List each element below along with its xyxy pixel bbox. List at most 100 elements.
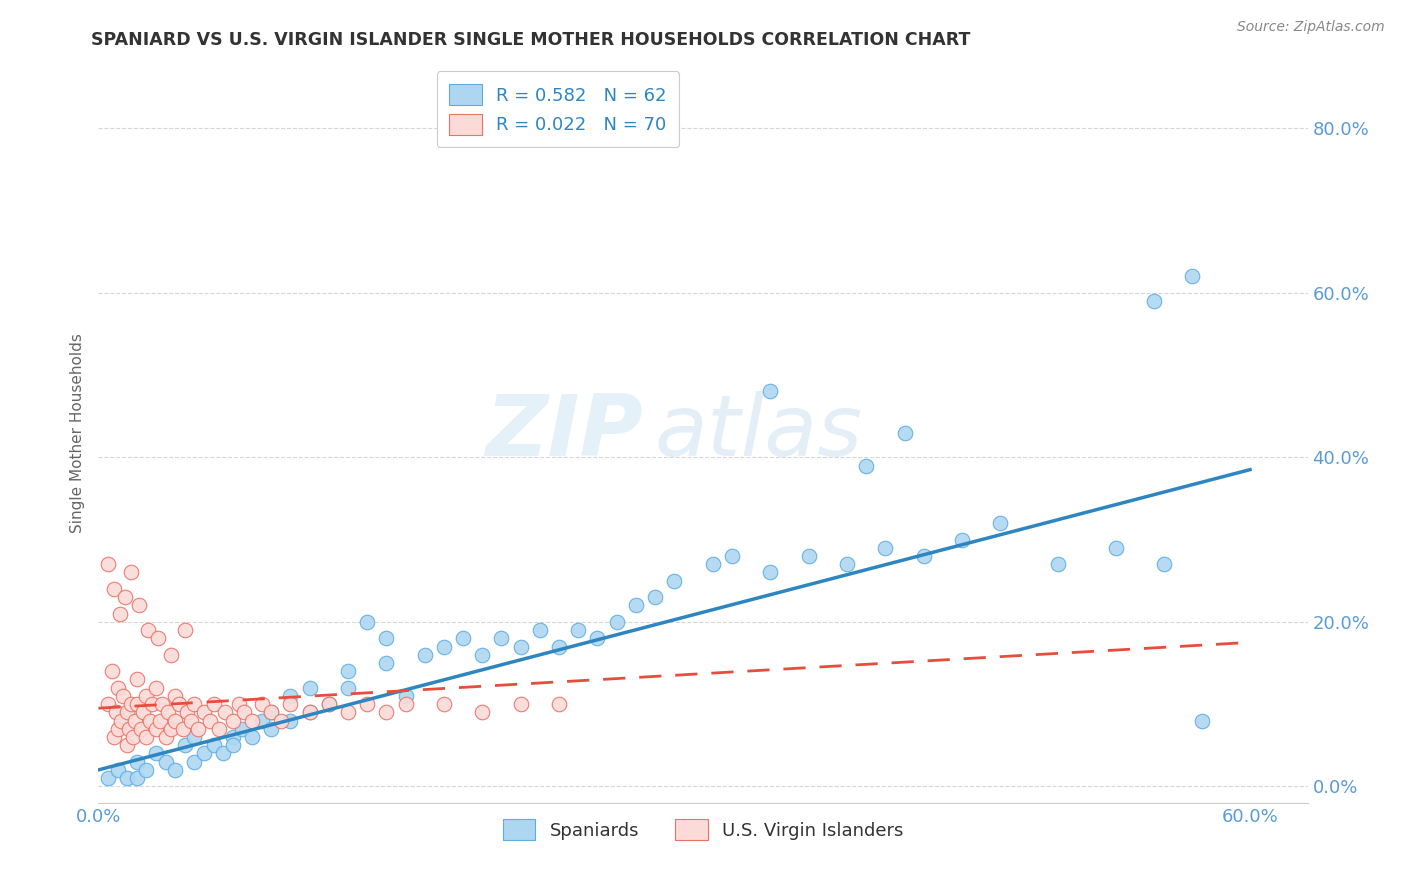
Point xyxy=(222,738,245,752)
Point xyxy=(260,706,283,720)
Point xyxy=(125,697,148,711)
Point xyxy=(644,590,666,604)
Point xyxy=(260,706,283,720)
Point xyxy=(835,558,858,572)
Text: Source: ZipAtlas.com: Source: ZipAtlas.com xyxy=(1237,20,1385,34)
Point xyxy=(375,656,398,670)
Point xyxy=(131,706,153,720)
Point xyxy=(173,623,195,637)
Point xyxy=(529,623,551,637)
Point xyxy=(1104,541,1126,555)
Point xyxy=(124,714,146,728)
Point xyxy=(115,706,138,720)
Point xyxy=(187,722,209,736)
Point xyxy=(125,673,148,687)
Point xyxy=(165,763,187,777)
Point xyxy=(125,771,148,785)
Point xyxy=(135,730,157,744)
Point xyxy=(990,516,1012,530)
Point xyxy=(155,730,177,744)
Point xyxy=(149,714,172,728)
Point xyxy=(180,714,202,728)
Point xyxy=(586,632,609,646)
Point xyxy=(120,697,142,711)
Point xyxy=(208,722,231,736)
Point xyxy=(107,722,129,736)
Point xyxy=(606,615,628,629)
Point xyxy=(198,714,221,728)
Point xyxy=(222,714,245,728)
Point xyxy=(165,689,187,703)
Point xyxy=(202,738,225,752)
Point xyxy=(101,664,124,678)
Point xyxy=(114,590,136,604)
Point xyxy=(280,714,302,728)
Point xyxy=(375,632,398,646)
Point xyxy=(183,697,205,711)
Point xyxy=(228,697,250,711)
Point xyxy=(356,615,378,629)
Point xyxy=(759,566,782,580)
Point xyxy=(145,722,167,736)
Point xyxy=(193,706,215,720)
Point xyxy=(97,771,120,785)
Point xyxy=(875,541,897,555)
Point xyxy=(624,599,647,613)
Point xyxy=(231,722,253,736)
Point xyxy=(298,681,321,695)
Point xyxy=(202,697,225,711)
Point xyxy=(318,697,340,711)
Point xyxy=(433,640,456,654)
Point xyxy=(97,697,120,711)
Point xyxy=(336,664,359,678)
Point xyxy=(855,458,877,473)
Point xyxy=(1191,714,1213,728)
Point xyxy=(176,706,198,720)
Point xyxy=(260,722,283,736)
Point xyxy=(1153,558,1175,572)
Point xyxy=(141,697,163,711)
Point xyxy=(112,689,135,703)
Point xyxy=(250,697,273,711)
Point xyxy=(336,706,359,720)
Point xyxy=(107,681,129,695)
Point xyxy=(240,730,263,744)
Point xyxy=(664,574,686,588)
Point xyxy=(548,697,571,711)
Point xyxy=(145,681,167,695)
Point xyxy=(160,648,183,662)
Point xyxy=(160,722,183,736)
Point xyxy=(146,632,169,646)
Point xyxy=(145,747,167,761)
Point xyxy=(122,730,145,744)
Point xyxy=(356,697,378,711)
Point xyxy=(375,706,398,720)
Point xyxy=(183,730,205,744)
Point xyxy=(167,697,190,711)
Point xyxy=(336,681,359,695)
Point xyxy=(222,730,245,744)
Point xyxy=(1047,558,1070,572)
Point xyxy=(125,755,148,769)
Point xyxy=(214,706,236,720)
Point xyxy=(107,763,129,777)
Point xyxy=(110,714,132,728)
Point xyxy=(491,632,513,646)
Point xyxy=(135,763,157,777)
Point xyxy=(318,697,340,711)
Point xyxy=(394,697,416,711)
Point xyxy=(759,384,782,399)
Point xyxy=(912,549,935,563)
Point xyxy=(240,714,263,728)
Point xyxy=(165,714,187,728)
Text: atlas: atlas xyxy=(655,391,863,475)
Point xyxy=(136,623,159,637)
Point xyxy=(135,689,157,703)
Point xyxy=(115,771,138,785)
Point xyxy=(233,706,256,720)
Text: ZIP: ZIP xyxy=(485,391,643,475)
Point xyxy=(173,738,195,752)
Point xyxy=(250,714,273,728)
Point xyxy=(108,607,131,621)
Point xyxy=(433,697,456,711)
